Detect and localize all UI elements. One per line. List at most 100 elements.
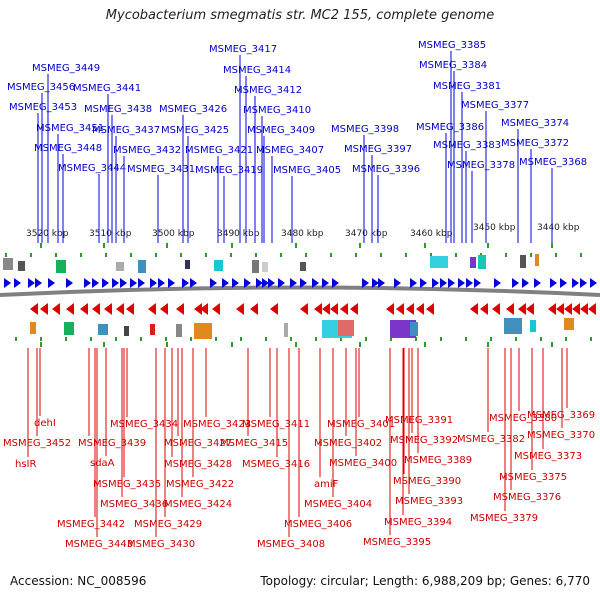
scale-tick-upper bbox=[405, 253, 407, 257]
reverse-gene-label: MSMEG_3416 bbox=[242, 459, 310, 470]
scale-major-tick bbox=[424, 243, 426, 248]
forward-gene-arrow bbox=[244, 278, 251, 288]
forward-gene-label: MSMEG_3432 bbox=[113, 145, 181, 156]
reverse-gene-label: MSMEG_3401 bbox=[327, 419, 395, 430]
forward-gene-arrow bbox=[262, 278, 269, 288]
forward-gene-arrow bbox=[14, 278, 21, 288]
forward-gene-arrow bbox=[312, 278, 319, 288]
reverse-gene-label: MSMEG_3395 bbox=[363, 537, 431, 548]
scale-tick-lower bbox=[440, 337, 442, 341]
scale-tick-lower bbox=[465, 337, 467, 341]
scale-tick-upper bbox=[180, 253, 182, 257]
forward-gene-label: MSMEG_3409 bbox=[247, 125, 315, 136]
forward-gene-label: MSMEG_3426 bbox=[159, 104, 227, 115]
forward-gene-arrow bbox=[268, 278, 275, 288]
scale-major-tick bbox=[103, 342, 105, 347]
scale-tick-lower bbox=[290, 337, 292, 341]
forward-gene-label: MSMEG_3431 bbox=[127, 164, 195, 175]
scale-major-tick bbox=[551, 243, 553, 248]
forward-feature-box bbox=[185, 260, 190, 269]
forward-gene-label: MSMEG_3412 bbox=[234, 85, 302, 96]
scale-tick-lower bbox=[140, 337, 142, 341]
reverse-gene-label: MSMEG_3369 bbox=[527, 410, 595, 421]
forward-gene-label: MSMEG_3383 bbox=[433, 140, 501, 151]
forward-gene-arrow bbox=[362, 278, 369, 288]
scale-major-tick bbox=[487, 342, 489, 347]
reverse-gene-arrow bbox=[386, 303, 394, 315]
reverse-gene-arrow bbox=[30, 303, 38, 315]
reverse-gene-label: MSMEG_3390 bbox=[393, 476, 461, 487]
scale-major-tick bbox=[359, 342, 361, 347]
scale-label: 3470 kbp bbox=[345, 229, 388, 239]
scale-tick-upper bbox=[30, 253, 32, 257]
forward-gene-label: MSMEG_3441 bbox=[73, 83, 141, 94]
reverse-gene-arrow bbox=[270, 303, 278, 315]
forward-gene-arrow bbox=[130, 278, 137, 288]
forward-feature-box bbox=[300, 262, 306, 271]
reverse-gene-label: MSMEG_3375 bbox=[499, 472, 567, 483]
reverse-gene-labels: dehI MSMEG_3452 hsIR MSMEG_3434 MSMEG_3439sd… bbox=[3, 348, 595, 550]
forward-gene-label: MSMEG_3397 bbox=[344, 144, 412, 155]
forward-gene-arrow bbox=[278, 278, 285, 288]
scale-layer: 3520 kbp 3510 kbp 3500 kbp 3490 kbp 3480 kbp… bbox=[5, 223, 592, 347]
scale-tick-upper bbox=[105, 253, 107, 257]
scale-tick-upper bbox=[355, 253, 357, 257]
forward-gene-arrow bbox=[372, 278, 379, 288]
scale-tick-lower bbox=[365, 337, 367, 341]
forward-gene-arrow bbox=[84, 278, 91, 288]
scale-tick-lower bbox=[390, 337, 392, 341]
reverse-gene-arrow bbox=[526, 303, 534, 315]
reverse-feature-box bbox=[64, 322, 74, 335]
forward-gene-label: MSMEG_3448 bbox=[34, 143, 102, 154]
forward-gene-label: MSMEG_3374 bbox=[501, 118, 569, 129]
forward-gene-arrow bbox=[150, 278, 157, 288]
forward-gene-arrow bbox=[512, 278, 519, 288]
forward-gene-arrow bbox=[4, 278, 11, 288]
scale-major-tick bbox=[551, 342, 553, 347]
scale-major-tick bbox=[295, 243, 297, 248]
reverse-gene-arrow bbox=[470, 303, 478, 315]
map-title: Mycobacterium smegmatis str. MC2 155, co… bbox=[105, 8, 495, 23]
forward-gene-arrow bbox=[112, 278, 119, 288]
scale-tick-upper bbox=[505, 253, 507, 257]
forward-feature-box bbox=[138, 260, 146, 273]
scale-tick-lower bbox=[565, 337, 567, 341]
scale-tick-upper bbox=[5, 253, 7, 257]
forward-feature-box bbox=[478, 255, 486, 269]
reverse-gene-arrow bbox=[148, 303, 156, 315]
reverse-gene-label: MSMEG_3394 bbox=[384, 517, 452, 528]
forward-gene-label: MSMEG_3385 bbox=[418, 40, 486, 51]
reverse-gene-arrow bbox=[492, 303, 500, 315]
scale-tick-upper bbox=[130, 253, 132, 257]
forward-gene-label: MSMEG_3456 bbox=[7, 82, 75, 93]
reverse-gene-arrow bbox=[194, 303, 202, 315]
forward-gene-label: MSMEG_3453 bbox=[9, 102, 77, 113]
reverse-gene-arrow bbox=[572, 303, 580, 315]
scale-tick-lower bbox=[415, 337, 417, 341]
forward-gene-arrow bbox=[138, 278, 145, 288]
scale-label: 3460 kbp bbox=[410, 229, 453, 239]
forward-gene-arrow bbox=[432, 278, 439, 288]
reverse-gene-arrow bbox=[52, 303, 60, 315]
forward-gene-arrow bbox=[522, 278, 529, 288]
forward-feature-box bbox=[116, 262, 124, 271]
reverse-gene-arrow bbox=[300, 303, 308, 315]
reverse-gene-label: MSMEG_3435 bbox=[93, 479, 161, 490]
forward-gene-arrow bbox=[394, 278, 401, 288]
forward-gene-arrow bbox=[560, 278, 567, 288]
scale-tick-upper bbox=[280, 253, 282, 257]
scale-major-tick bbox=[103, 243, 105, 248]
reverse-gene-label: MSMEG_3452 bbox=[3, 438, 71, 449]
scale-tick-lower bbox=[215, 337, 217, 341]
forward-gene-arrow bbox=[590, 278, 597, 288]
reverse-gene-label: MSMEG_3408 bbox=[257, 539, 325, 550]
reverse-gene-label: MSMEG_3406 bbox=[284, 519, 352, 530]
forward-feature-box bbox=[18, 261, 25, 271]
forward-gene-arrow bbox=[300, 278, 307, 288]
forward-gene-arrow bbox=[48, 278, 55, 288]
scale-tick-upper bbox=[255, 253, 257, 257]
reverse-gene-label: MSMEG_3429 bbox=[134, 519, 202, 530]
scale-major-tick bbox=[40, 342, 42, 347]
accession-text: Accession: NC_008596 bbox=[10, 574, 147, 588]
